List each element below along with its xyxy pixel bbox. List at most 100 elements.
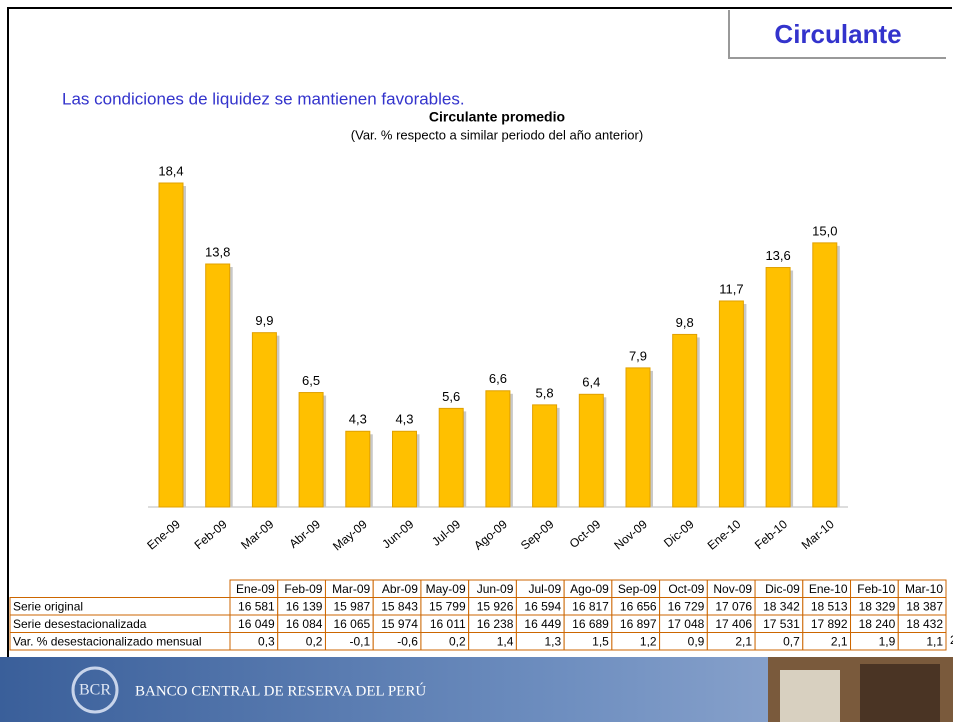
table-header: May-09 (426, 582, 466, 596)
table-value: 1,1 (926, 634, 943, 648)
value-label: 6,6 (489, 371, 507, 386)
value-label: 7,9 (629, 348, 647, 363)
bank-logo (71, 666, 119, 714)
table-value: 16 656 (620, 599, 657, 613)
table-value: 15 974 (381, 617, 418, 631)
bar (485, 390, 511, 508)
x-tick-label: Jul-09 (429, 517, 463, 549)
table-value: 16 897 (620, 617, 657, 631)
bar (205, 263, 231, 508)
x-tick-label: Feb-10 (752, 517, 790, 552)
x-tick-label: Ene-10 (705, 517, 744, 553)
table-value: 1,9 (879, 634, 896, 648)
table-value: 18 513 (811, 599, 848, 613)
table-value: 16 729 (668, 599, 705, 613)
value-label: 13,6 (765, 248, 790, 263)
value-label: 5,8 (536, 385, 554, 400)
bar (345, 430, 371, 508)
table-header: Nov-09 (713, 582, 752, 596)
table-value: 0,9 (688, 634, 705, 648)
table-value: 0,2 (449, 634, 466, 648)
table-value: 16 817 (572, 599, 609, 613)
table-header: Ene-09 (236, 582, 275, 596)
value-label: 11,7 (719, 281, 743, 296)
table-header: Oct-09 (668, 582, 704, 596)
slide-title: Circulante (774, 19, 901, 49)
chart-subtitle: (Var. % respecto a similar periodo del a… (351, 127, 643, 142)
row-label: Serie desestacionalizada (13, 617, 147, 631)
table-value: 16 449 (524, 617, 561, 631)
value-label: 9,8 (676, 315, 694, 330)
table-value: 17 048 (668, 617, 705, 631)
x-tick-label: Mar-10 (799, 517, 837, 552)
chart-title: Circulante promedio (429, 109, 565, 125)
bar (718, 300, 744, 508)
page-number: 2 (950, 633, 953, 647)
bar (392, 430, 417, 508)
table-value: 2,1 (831, 634, 848, 648)
bar (298, 392, 324, 508)
bar (812, 242, 838, 508)
table-value: 0,3 (258, 634, 275, 648)
table-value: -0,1 (350, 634, 371, 648)
row-label: Serie original (13, 599, 83, 613)
table-value: 16 689 (572, 617, 609, 631)
x-tick-label: Nov-09 (611, 517, 650, 553)
table-value: 18 387 (906, 599, 943, 613)
bank-name: BANCO CENTRAL DE RESERVA DEL PERÚ (135, 682, 426, 699)
table-value: -0,6 (397, 634, 418, 648)
value-label: 18,4 (158, 163, 183, 178)
bar (625, 367, 651, 508)
x-tick-label: Feb-09 (192, 517, 230, 552)
table-value: 16 049 (238, 617, 275, 631)
x-tick-label: Dic-09 (661, 517, 697, 550)
bar (251, 332, 277, 508)
table-cell (897, 632, 947, 651)
title-box (728, 10, 946, 59)
table-value: 17 892 (811, 617, 848, 631)
x-tick-label: Abr-09 (286, 517, 323, 551)
table-value: 18 432 (906, 617, 943, 631)
table-header: Feb-10 (857, 582, 895, 596)
bar (765, 267, 791, 508)
table-value: 17 531 (763, 617, 800, 631)
table-value: 17 076 (715, 599, 752, 613)
bar (532, 404, 558, 508)
table-value: 2,1 (735, 634, 752, 648)
value-label: 6,5 (302, 373, 320, 388)
building-photo-part (780, 670, 840, 722)
table-value: 15 987 (333, 599, 370, 613)
bar (672, 333, 698, 508)
x-tick-label: Ene-09 (144, 517, 183, 553)
table-value: 17 406 (715, 617, 752, 631)
table-value: 16 065 (333, 617, 370, 631)
table-value: 18 342 (763, 599, 800, 613)
x-tick-label: Oct-09 (567, 517, 604, 551)
table-value: 1,5 (592, 634, 609, 648)
table-header: Sep-09 (618, 582, 657, 596)
bank-logo-mark: BCR (79, 682, 111, 699)
table-value: 16 139 (286, 599, 323, 613)
table-header: Abr-09 (382, 582, 418, 596)
table-value: 15 926 (477, 599, 514, 613)
bar (158, 182, 184, 508)
table-header: Dic-09 (765, 582, 800, 596)
table-value: 1,2 (640, 634, 657, 648)
table-header: Ene-10 (809, 582, 848, 596)
table-value: 16 238 (477, 617, 514, 631)
value-label: 5,6 (442, 389, 460, 404)
table-header: Feb-09 (284, 582, 322, 596)
x-tick-label: Jun-09 (379, 517, 416, 552)
table-value: 18 329 (859, 599, 896, 613)
table-value: 1,3 (544, 634, 561, 648)
table-value: 1,4 (497, 634, 514, 648)
table-value: 0,7 (783, 634, 800, 648)
table-header: Jun-09 (477, 582, 514, 596)
table-value: 16 594 (524, 599, 561, 613)
bar (438, 407, 464, 508)
table-value: 16 011 (430, 617, 466, 631)
data-table: Ene-09 Feb-09 Mar-09 Abr-09 May-09 Jun-09 Jul-… (9, 579, 947, 651)
x-tick-label: Ago-09 (471, 517, 510, 553)
table-header: Ago-09 (570, 582, 609, 596)
x-tick-label: May-09 (330, 517, 370, 554)
